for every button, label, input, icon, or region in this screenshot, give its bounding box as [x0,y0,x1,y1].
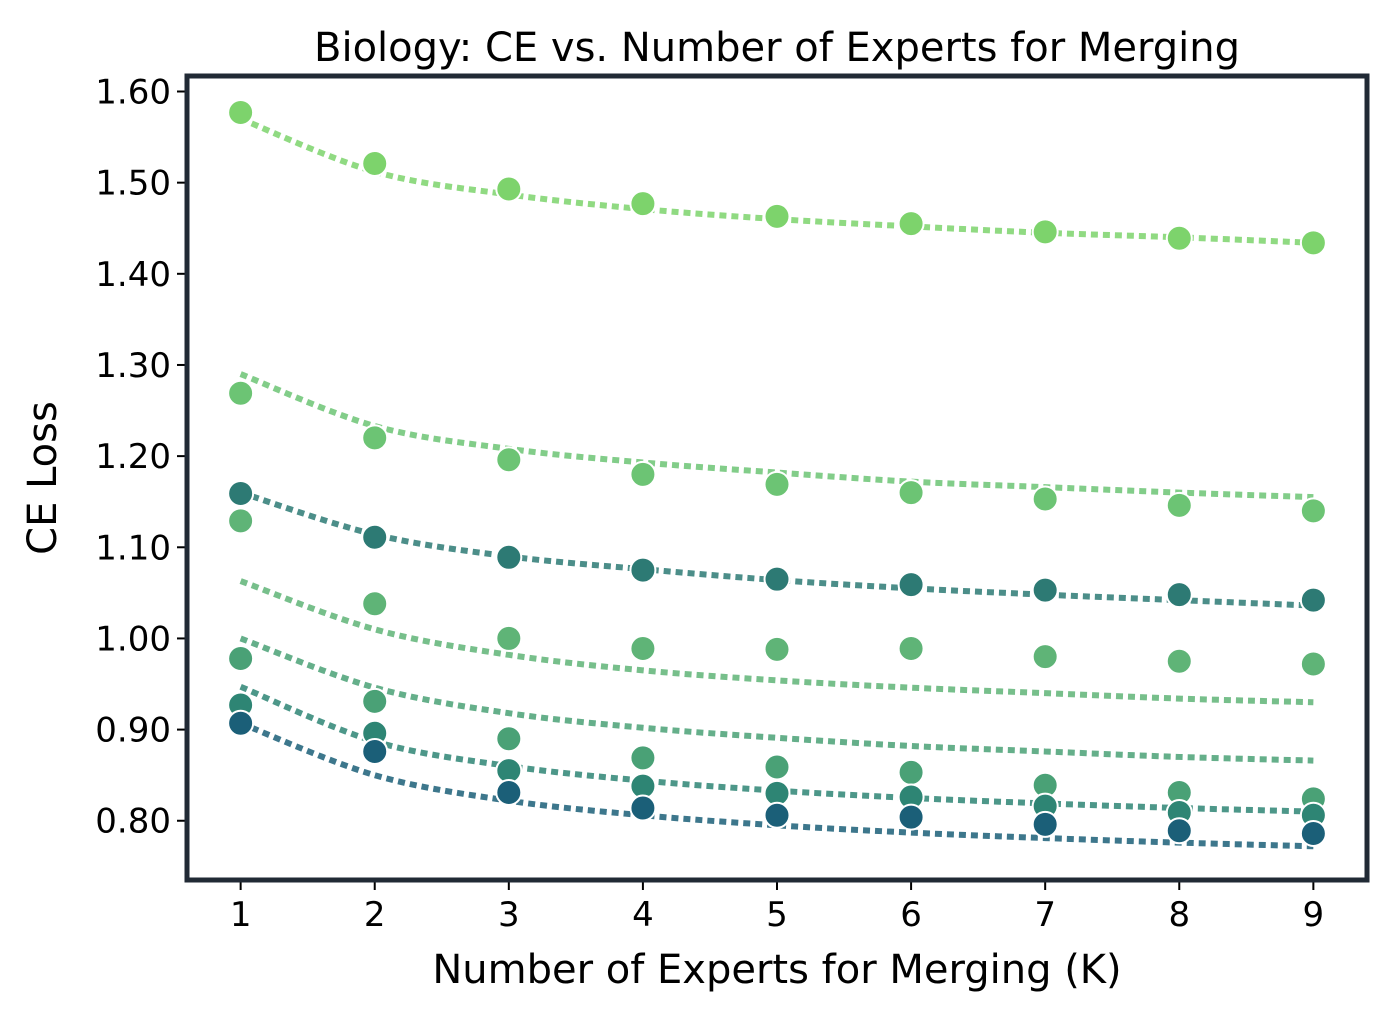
data-point-series-1 [897,210,925,238]
data-point-series-4 [1031,643,1059,671]
y-tick-label: 1.20 [95,437,171,477]
x-tick-label: 9 [1303,895,1325,935]
data-point-series-1 [629,190,657,218]
data-point-series-5 [227,644,255,672]
data-point-series-5 [495,725,523,753]
x-tick-label: 3 [498,895,520,935]
data-point-series-4 [1165,647,1193,675]
data-point-series-3 [897,571,925,599]
data-point-series-3 [1299,586,1327,614]
data-point-series-7 [1031,810,1059,838]
data-point-series-2 [495,446,523,474]
x-axis-ticks: 1 2 3 4 5 6 7 8 9 [230,880,1324,935]
data-point-series-3 [361,523,389,551]
data-point-series-2 [1165,491,1193,519]
data-point-series-2 [1299,497,1327,525]
y-tick-label: 1.10 [95,528,171,568]
y-tick-label: 1.40 [95,255,171,295]
plot-frame [184,73,1370,883]
y-tick-label: 1.60 [95,72,171,112]
y-tick-label: 1.30 [95,346,171,386]
data-point-series-5 [361,687,389,715]
fit-line-series-4 [239,578,1314,706]
data-point-series-1 [763,202,791,230]
data-point-series-2 [361,424,389,452]
data-point-series-4 [1299,650,1327,678]
y-axis-ticks: 0.80 0.90 1.00 1.10 1.20 1.30 1.40 1.50 1.60 [95,72,187,842]
x-tick-label: 7 [1034,895,1056,935]
x-tick-label: 8 [1168,895,1190,935]
data-point-series-1 [1165,224,1193,252]
y-tick-label: 0.90 [95,711,171,751]
data-point-series-4 [629,634,657,662]
data-point-series-7 [1299,820,1327,848]
data-point-series-3 [629,556,657,584]
data-point-series-5 [897,758,925,786]
x-tick-label: 1 [230,895,252,935]
x-axis-title: Number of Experts for Merging (K) [432,947,1121,993]
data-point-series-4 [227,507,255,535]
data-point-series-4 [763,635,791,663]
data-point-series-7 [1165,817,1193,845]
data-point-series-7 [361,737,389,765]
chart-title: Biology: CE vs. Number of Experts for Me… [314,25,1240,71]
data-point-series-2 [1031,485,1059,513]
x-tick-label: 5 [766,895,788,935]
data-point-series-1 [1299,229,1327,257]
data-point-series-2 [897,479,925,507]
data-point-series-1 [361,150,389,178]
data-point-series-3 [1165,581,1193,609]
y-axis-title: CE Loss [20,401,66,555]
data-point-series-4 [495,624,523,652]
data-point-series-5 [763,753,791,781]
x-tick-label: 6 [900,895,922,935]
data-point-series-3 [1031,576,1059,604]
x-tick-label: 2 [364,895,386,935]
data-point-series-3 [763,565,791,593]
data-point-series-7 [897,803,925,831]
data-point-series-7 [227,709,255,737]
data-point-series-7 [763,801,791,829]
fit-line-series-5 [239,635,1314,764]
data-point-series-2 [227,379,255,407]
x-tick-label: 4 [632,895,654,935]
data-point-series-1 [495,175,523,203]
data-point-series-2 [629,460,657,488]
data-point-series-7 [629,794,657,822]
data-point-series-1 [227,98,255,126]
data-point-series-4 [361,590,389,618]
data-points [227,98,1327,848]
data-point-series-7 [495,778,523,806]
data-point-series-3 [227,479,255,507]
data-point-series-3 [495,543,523,571]
data-point-series-5 [629,744,657,772]
y-tick-label: 0.80 [95,802,171,842]
data-point-series-1 [1031,218,1059,246]
y-tick-label: 1.00 [95,619,171,659]
data-point-series-2 [763,470,791,498]
y-tick-label: 1.50 [95,164,171,204]
data-point-series-4 [897,634,925,662]
